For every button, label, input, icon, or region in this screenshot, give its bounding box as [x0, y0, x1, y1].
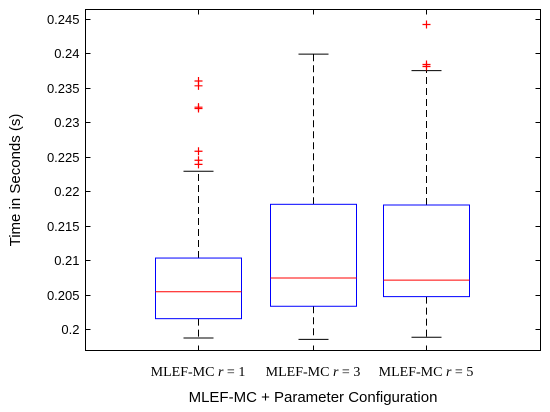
y-axis: 0.2 0.205 0.21 0.215 0.22 0.225 0.23 0.235 0.24 0…: [47, 12, 541, 337]
outlier-marker: [194, 81, 203, 90]
iqr-box: [155, 257, 242, 320]
y-tick-label: 0.235: [47, 81, 80, 96]
x-axis-label: MLEF-MC + Parameter Configuration: [189, 389, 438, 406]
y-axis-label: Time in Seconds (s): [7, 114, 24, 247]
outlier-marker: [422, 62, 431, 71]
outlier-marker: [194, 104, 203, 113]
y-tick-label: 0.2: [61, 322, 79, 337]
y-tick-label: 0.21: [54, 253, 79, 268]
outlier-marker: [422, 20, 431, 29]
y-tick-label: 0.24: [54, 46, 79, 61]
x-axis: MLEF-MC r = 1 MLEF-MC r = 3 MLEF-MC r = 5: [151, 9, 474, 380]
y-tick-label: 0.215: [47, 219, 80, 234]
y-tick-label: 0.22: [54, 184, 79, 199]
y-tick-label: 0.245: [47, 12, 80, 27]
outlier-marker: [194, 147, 203, 156]
outlier-marker: [194, 160, 203, 169]
boxes: [155, 20, 470, 340]
iqr-box: [270, 203, 357, 307]
x-category-label: MLEF-MC r = 5: [379, 365, 474, 380]
x-category-label: MLEF-MC r = 1: [151, 365, 246, 380]
box-2: [270, 53, 357, 340]
iqr-box: [383, 204, 470, 298]
y-tick-label: 0.225: [47, 150, 80, 165]
y-tick-label: 0.23: [54, 115, 79, 130]
y-tick-label: 0.205: [47, 288, 80, 303]
box-3: [383, 20, 470, 338]
box-1: [155, 77, 242, 339]
x-category-label: MLEF-MC r = 3: [266, 365, 361, 380]
